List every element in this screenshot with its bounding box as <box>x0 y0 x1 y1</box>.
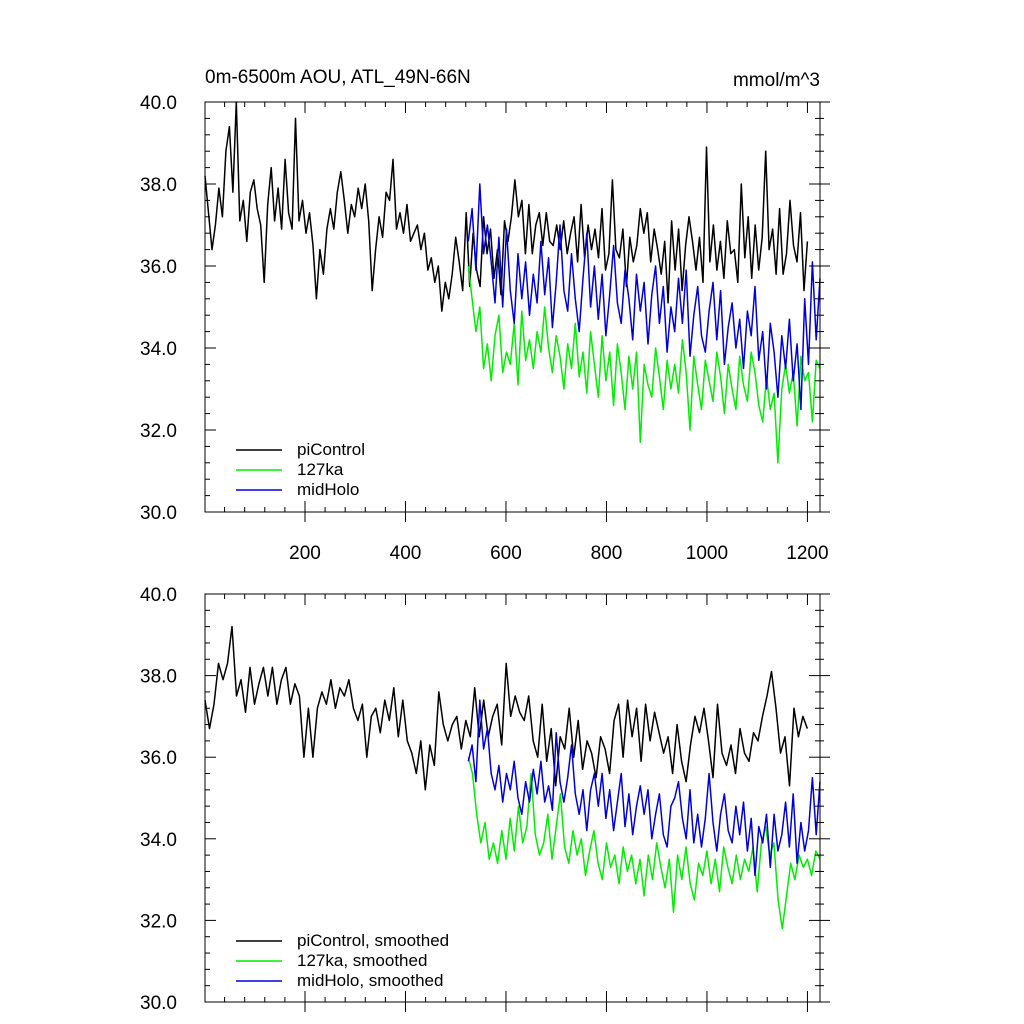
legend-label: piControl <box>297 440 365 459</box>
legend-label: midHolo, smoothed <box>297 971 443 990</box>
plot-frame <box>204 101 821 513</box>
x-tick-label: 800 <box>591 543 623 564</box>
x-tick-label: 400 <box>390 543 422 564</box>
series-line-picontrol <box>204 101 809 312</box>
x-tick-label: 200 <box>289 543 321 564</box>
x-tick-label: 600 <box>490 543 522 564</box>
y-tick-label: 40.0 <box>140 585 177 606</box>
series-line-midholo-smoothed <box>467 699 821 877</box>
top-panel: 0m-6500m AOU, ATL_49N-66N mmol/m^3 30.0 3… <box>140 67 830 564</box>
top-panel-units: mmol/m^3 <box>733 70 820 91</box>
y-tick-label: 36.0 <box>140 748 177 769</box>
y-tick-label: 30.0 <box>140 993 177 1014</box>
y-tick-label: 30.0 <box>140 503 177 524</box>
legend-label: piControl, smoothed <box>297 931 449 950</box>
y-tick-label: 32.0 <box>140 421 177 442</box>
series-line-127ka-smoothed <box>467 757 821 930</box>
series-line-midholo <box>467 183 821 411</box>
x-tick-label: 1000 <box>686 543 728 564</box>
y-tick-label: 32.0 <box>140 911 177 932</box>
bottom-panel: 30.0 32.0 34.0 36.0 38.0 40.0 piControl, smoot… <box>140 585 830 1014</box>
y-tick-label: 38.0 <box>140 667 177 688</box>
y-tick-label: 34.0 <box>140 339 177 360</box>
top-panel-title: 0m-6500m AOU, ATL_49N-66N <box>205 67 471 88</box>
series-line-127ka <box>467 265 821 464</box>
y-tick-label: 40.0 <box>140 93 177 114</box>
legend-label: 127ka, smoothed <box>297 951 427 970</box>
y-tick-label: 36.0 <box>140 257 177 278</box>
plot-frame <box>204 593 821 1003</box>
x-tick-label: 1200 <box>786 543 828 564</box>
y-tick-label: 34.0 <box>140 830 177 851</box>
legend-label: 127ka <box>297 460 344 479</box>
legend-label: midHolo <box>297 480 359 499</box>
y-tick-label: 38.0 <box>140 175 177 196</box>
series-line-picontrol-smoothed <box>204 625 809 791</box>
